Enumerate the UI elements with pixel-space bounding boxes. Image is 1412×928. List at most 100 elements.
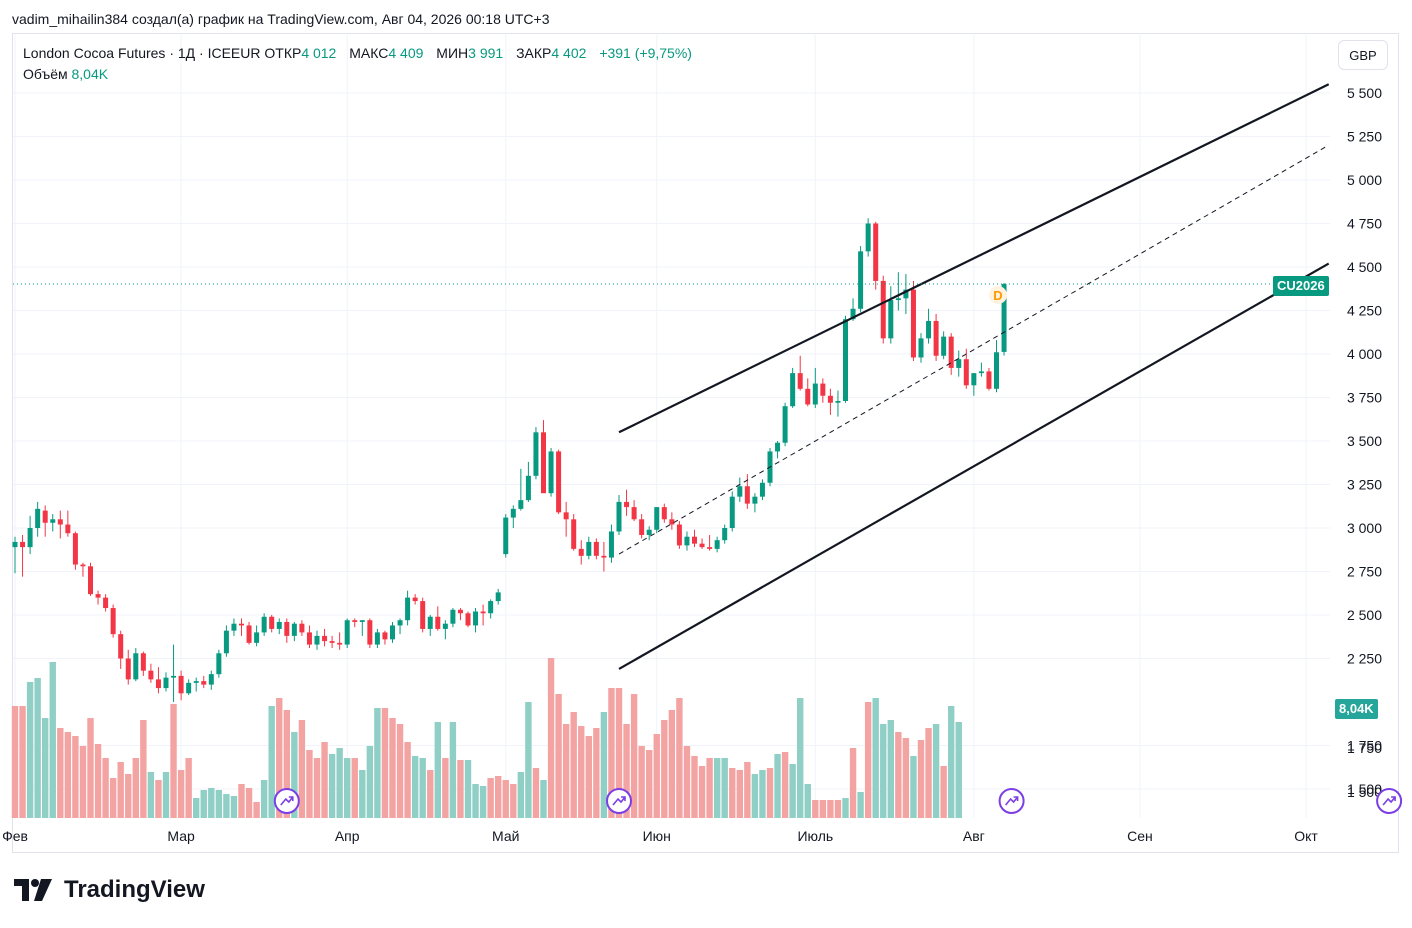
candle-body (201, 681, 207, 685)
volume-bar (147, 772, 155, 818)
candle-body (163, 677, 169, 689)
candle-body (593, 541, 599, 556)
candle-body (269, 616, 275, 629)
candle-body (805, 388, 811, 405)
volume-bar (630, 694, 638, 818)
symbol-name[interactable]: London Cocoa Futures · 1Д · ICEEUR (23, 45, 261, 61)
volume-bar (691, 756, 698, 818)
y-tick-label: 3 250 (1347, 477, 1382, 493)
volume-bar (774, 754, 781, 818)
volume-bar (208, 788, 215, 818)
candle-body (608, 531, 614, 558)
volume-bar (864, 702, 872, 818)
volume-bar (125, 774, 132, 818)
candle-body (442, 623, 448, 629)
volume-bar (849, 748, 857, 818)
candle-body (729, 496, 735, 528)
y-tick-label: 1 750 (1347, 738, 1382, 754)
x-tick-label: Июн (643, 828, 671, 844)
volume-bar (910, 756, 917, 818)
candle-body (155, 679, 161, 689)
volume-bar (510, 784, 517, 818)
candle-body (790, 373, 796, 407)
candle-body (359, 620, 365, 622)
chart-frame[interactable] (12, 33, 1399, 853)
volume-bar (827, 800, 834, 818)
y-tick-label: 5 500 (1347, 85, 1382, 101)
candle-body (239, 623, 244, 626)
volume-bar (540, 780, 547, 818)
candle-body (903, 289, 909, 299)
event-icon[interactable] (1376, 788, 1403, 814)
event-icon[interactable] (998, 788, 1025, 814)
y-tick-label: 2 750 (1347, 564, 1382, 580)
close-label: ЗАКР (516, 45, 552, 61)
currency-button[interactable]: GBP (1338, 40, 1388, 70)
candle-body (27, 528, 33, 548)
candle-body (563, 512, 569, 520)
candle-body (193, 681, 199, 683)
low-label: МИН (436, 45, 469, 61)
volume-bar (955, 722, 962, 818)
volume-bar (291, 732, 298, 818)
volume-bar (615, 688, 623, 818)
candle-body (367, 620, 373, 645)
candle-body (578, 548, 584, 556)
candle-body (390, 625, 395, 640)
candle-body (963, 359, 969, 386)
volume-bar (396, 724, 404, 818)
volume-bar (736, 770, 743, 818)
volume-bar (49, 662, 56, 818)
candle-body (525, 475, 531, 501)
volume-bar (170, 704, 177, 818)
volume-bar (185, 758, 192, 818)
candle-body (714, 540, 720, 549)
volume-bar (683, 746, 691, 818)
volume-bar (585, 736, 592, 818)
event-icon[interactable] (606, 788, 632, 814)
candle-body (941, 336, 947, 356)
volume-bar (223, 794, 230, 818)
event-icon[interactable] (273, 788, 300, 814)
y-tick-label: 3 000 (1347, 520, 1382, 536)
volume-tick-label: 1 500 (1347, 784, 1382, 800)
candle-body (322, 635, 328, 642)
candle-body (435, 616, 441, 629)
candle-body (231, 623, 237, 631)
dividend-marker[interactable]: D (989, 286, 1007, 304)
candle-body (548, 451, 554, 494)
volume-bar (517, 772, 525, 818)
candle-body (465, 613, 471, 626)
y-tick-label: 4 250 (1347, 303, 1382, 319)
candle-body (42, 510, 48, 523)
volume-bar (72, 736, 79, 818)
volume-bar (276, 698, 283, 818)
candle-body (352, 620, 358, 622)
volume-bar (698, 766, 706, 818)
volume-bar (902, 738, 910, 818)
candle-body (775, 442, 781, 452)
volume-bar (336, 748, 343, 818)
candle-body (495, 592, 501, 602)
volume-bar (804, 784, 811, 818)
volume-bar (306, 750, 313, 818)
tradingview-logo[interactable]: TradingView (14, 876, 205, 904)
volume-bar (638, 746, 645, 818)
candle-body (541, 432, 546, 494)
volume-bar (570, 712, 577, 818)
volume-bar (109, 778, 117, 818)
y-tick-label: 3 750 (1347, 390, 1382, 406)
volume-bar (328, 754, 336, 818)
candle-body (601, 555, 607, 558)
volume-bar (812, 800, 819, 818)
volume-bar (434, 722, 441, 818)
volume-label: Объём (23, 66, 68, 82)
candle-body (397, 620, 403, 626)
volume-bar (744, 762, 751, 818)
candle-body (95, 594, 101, 598)
candle-body (858, 251, 864, 309)
volume-value: 8,04K (71, 66, 109, 82)
volume-bar (283, 710, 290, 818)
price-axis: 5 500 5 250 5 000 4 750 4 500 4 250 4 000 3 750… (1347, 85, 1382, 800)
